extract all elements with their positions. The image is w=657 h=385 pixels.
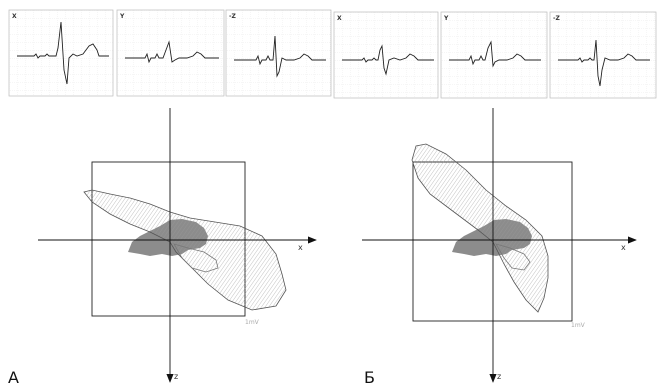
trace-strip-6: -Z <box>549 11 657 99</box>
vector-panel-b: x z 1mV Б <box>362 108 637 385</box>
trace-lead-label: X <box>12 13 17 20</box>
trace-lead-label: X <box>337 15 342 22</box>
trace-strip-2: Y <box>116 9 225 97</box>
t-loop <box>173 243 219 273</box>
x-axis-label: x <box>621 243 626 252</box>
ecg-waveform <box>17 21 109 85</box>
trace-strip-4: X <box>333 11 439 99</box>
qrs-loop <box>83 189 287 311</box>
t-loop <box>495 243 531 271</box>
z-axis-label: z <box>174 372 178 381</box>
ecg-waveform <box>449 40 541 68</box>
ecg-waveform <box>558 39 650 87</box>
ecg-waveform <box>234 35 326 78</box>
ecg-waveform <box>125 40 219 64</box>
trace-strip-3: -Z <box>225 9 332 97</box>
scale-box <box>412 161 573 322</box>
vector-panel-a: x z 1mV A <box>8 108 317 385</box>
trace-lead-label: Y <box>119 13 125 20</box>
scale-label: 1mV <box>571 322 586 329</box>
scale-label: 1mV <box>245 319 260 326</box>
trace-strip-5: Y <box>440 11 548 99</box>
trace-lead-label: Y <box>443 15 449 22</box>
ecg-waveform <box>342 44 434 76</box>
x-axis-label: x <box>298 243 303 252</box>
trace-strip-1: X <box>8 9 114 97</box>
panel-label: Б <box>364 368 375 385</box>
qrs-loop <box>411 143 549 313</box>
z-axis-label: z <box>497 372 501 381</box>
panel-label: A <box>8 368 19 385</box>
trace-lead-label: -Z <box>229 13 236 20</box>
trace-lead-label: -Z <box>553 15 560 22</box>
